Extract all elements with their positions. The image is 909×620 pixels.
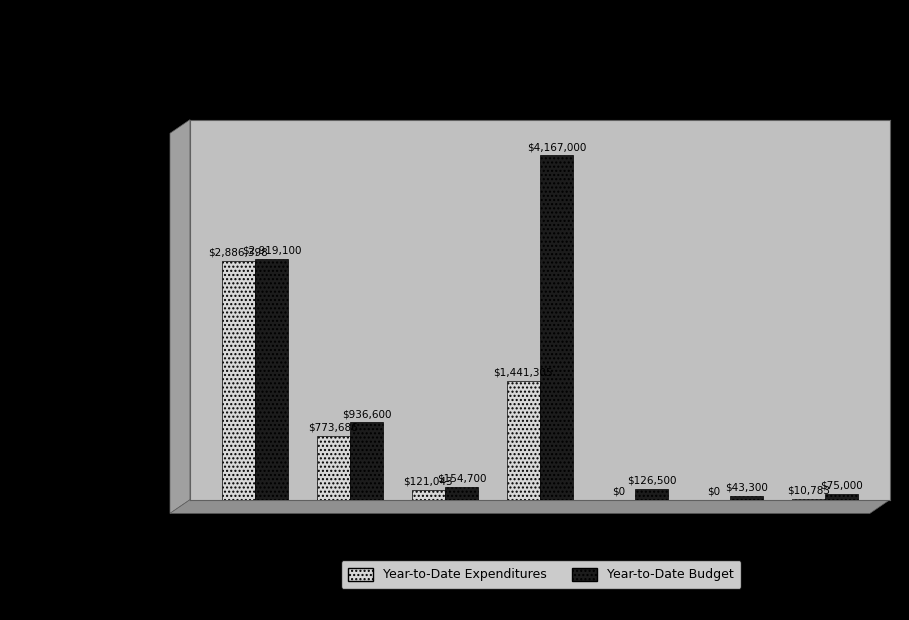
Bar bbox=[445, 487, 478, 500]
Text: $10,783: $10,783 bbox=[786, 485, 830, 495]
Text: $121,043: $121,043 bbox=[404, 476, 454, 487]
Text: $43,300: $43,300 bbox=[725, 483, 768, 493]
Text: $936,600: $936,600 bbox=[342, 409, 392, 419]
Bar bbox=[730, 496, 764, 500]
Text: $2,886,398: $2,886,398 bbox=[208, 248, 268, 258]
Text: $773,686: $773,686 bbox=[308, 422, 358, 433]
Bar bbox=[316, 436, 350, 500]
Bar bbox=[540, 156, 574, 500]
Text: $154,700: $154,700 bbox=[437, 474, 486, 484]
Text: $2,919,100: $2,919,100 bbox=[242, 246, 302, 255]
Bar bbox=[506, 381, 540, 500]
Text: $4,167,000: $4,167,000 bbox=[527, 142, 586, 152]
Bar bbox=[412, 490, 445, 500]
Text: $126,500: $126,500 bbox=[627, 476, 676, 486]
Bar bbox=[792, 499, 824, 500]
Text: $0: $0 bbox=[706, 487, 720, 497]
Text: $0: $0 bbox=[612, 487, 624, 497]
Text: $75,000: $75,000 bbox=[820, 480, 863, 490]
Bar bbox=[222, 261, 255, 500]
Bar bbox=[824, 494, 858, 500]
Bar bbox=[255, 259, 288, 500]
Legend: Year-to-Date Expenditures, Year-to-Date Budget: Year-to-Date Expenditures, Year-to-Date … bbox=[341, 560, 741, 589]
Bar bbox=[634, 489, 668, 500]
Text: $1,441,305: $1,441,305 bbox=[494, 367, 554, 378]
Bar bbox=[350, 422, 384, 500]
Text: Year-to-Date Budgeted Expenditures $8,422,200: Year-to-Date Budgeted Expenditures $8,42… bbox=[368, 105, 712, 118]
